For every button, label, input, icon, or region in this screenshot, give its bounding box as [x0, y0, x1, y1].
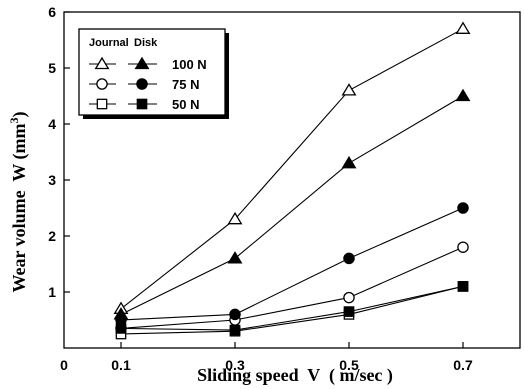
- legend-rows: 100 N 75 N 50 N: [89, 56, 207, 112]
- y-tick-label: 4: [48, 116, 56, 132]
- data-point-journal-75n: [343, 291, 355, 304]
- legend-marker-journal-100n: [94, 56, 110, 70]
- legend-label-75n: 75 N: [172, 77, 199, 92]
- axis-ticks: 1 2 3 4 5 6 0.1 0.3 0.5 0.7: [48, 4, 473, 373]
- legend: Journal Disk 100 N 75 N 50 N: [78, 28, 229, 119]
- y-axis-title: Wear volume W (mm3): [7, 112, 30, 293]
- legend-marker-journal-50n: [96, 98, 108, 110]
- series-lines: [120, 28, 464, 335]
- y-tick-label: 6: [48, 4, 56, 20]
- series-line-disk-75n: [120, 207, 464, 321]
- legend-label-50n: 50 N: [172, 97, 199, 112]
- data-point-disk-50n: [115, 323, 127, 334]
- data-point-journal-100n: [227, 211, 243, 225]
- data-point-disk-75n: [229, 308, 241, 321]
- series-line-disk-50n: [120, 285, 464, 331]
- legend-marker-disk-100n: [134, 56, 150, 70]
- legend-marker-journal-75n: [96, 78, 108, 90]
- x-tick-label: 0.5: [339, 357, 359, 373]
- data-point-journal-100n: [341, 83, 357, 96]
- series-line-journal-50n: [120, 285, 464, 335]
- data-point-disk-75n: [343, 252, 355, 265]
- y-axis-title-main: Wear volume W (mm: [9, 124, 30, 293]
- series-line-journal-100n: [120, 28, 464, 310]
- series-line-disk-100n: [120, 95, 464, 315]
- legend-header-disk: Disk: [134, 37, 158, 49]
- y-axis-title-sup: 3: [7, 118, 21, 124]
- data-point-disk-50n: [343, 306, 355, 317]
- data-point-journal-75n: [457, 241, 469, 253]
- y-axis-title-close: ): [9, 112, 30, 118]
- x-tick-label: 0.3: [225, 357, 245, 373]
- x-tick-label: 0.1: [111, 357, 131, 373]
- y-tick-label: 3: [48, 172, 56, 188]
- origin-label: 0: [60, 357, 68, 373]
- x-axis-title: Sliding speed V ( m/sec ): [197, 365, 393, 386]
- data-point-disk-100n: [227, 251, 243, 264]
- data-point-disk-100n: [341, 155, 357, 169]
- legend-marker-disk-75n: [136, 78, 148, 90]
- legend-label-100n: 100 N: [172, 57, 207, 72]
- x-tick-label: 0.7: [453, 357, 473, 373]
- data-point-disk-100n: [455, 88, 471, 102]
- data-point-disk-50n: [457, 281, 469, 292]
- series-line-journal-75n: [120, 246, 464, 329]
- y-tick-label: 5: [48, 60, 56, 76]
- y-tick-label: 1: [48, 284, 56, 300]
- data-point-disk-50n: [229, 324, 241, 336]
- data-point-disk-75n: [457, 202, 469, 214]
- legend-marker-disk-50n: [136, 98, 148, 110]
- legend-header-journal: Journal: [89, 37, 129, 49]
- y-tick-label: 2: [48, 228, 56, 244]
- series-markers: [113, 21, 471, 340]
- data-point-journal-100n: [455, 21, 471, 34]
